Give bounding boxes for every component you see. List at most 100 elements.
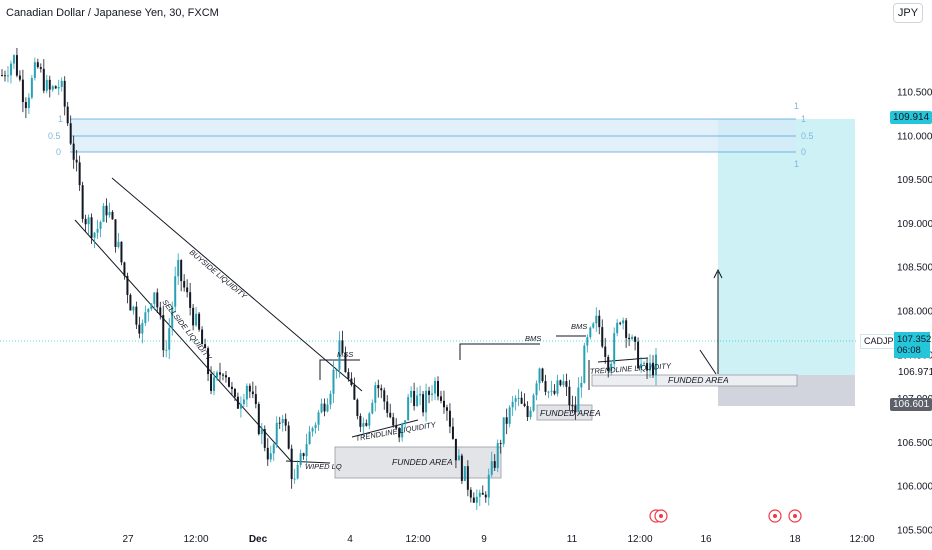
candle-body (66, 106, 69, 124)
candle-body (562, 381, 565, 386)
candle-body (389, 412, 392, 418)
candle-body (442, 400, 445, 408)
candle-body (72, 143, 75, 160)
event-dot-icon (773, 514, 777, 518)
candle-body (216, 372, 219, 378)
candle-body (108, 211, 111, 216)
fib-zone (70, 119, 796, 152)
candle-body (174, 276, 177, 307)
zone-top-price-tag: 109.914 (890, 111, 932, 124)
candle-body (168, 328, 171, 350)
candle-body (505, 417, 508, 424)
candle-body (320, 403, 323, 413)
candle-body (643, 363, 646, 365)
candle-body (189, 292, 192, 308)
candle-body (571, 405, 574, 407)
candle-body (344, 352, 347, 373)
candle-body (60, 80, 63, 87)
candle-body (219, 372, 221, 375)
x-tick-label: 9 (481, 534, 487, 545)
candle-body (213, 377, 216, 391)
candle-body (195, 313, 198, 326)
candle-body (254, 394, 257, 405)
candle-body (93, 232, 96, 238)
trendline-label-2: TRENDLINE LIQUIDITY (590, 361, 673, 376)
candle-body (180, 260, 183, 282)
y-axis[interactable]: 105.500106.000106.500107.000107.500108.0… (897, 88, 932, 537)
candle-body (90, 217, 93, 238)
candle-body (341, 340, 344, 353)
candle-body (102, 205, 105, 222)
candle-body (51, 86, 54, 90)
candle-body (622, 320, 625, 324)
candle-body (338, 340, 341, 370)
candle-body (472, 497, 475, 503)
candle-body (628, 337, 631, 340)
candle-body (144, 312, 147, 324)
candle-body (419, 394, 422, 396)
candle-body (275, 422, 278, 445)
fib-label-1-right: 1 (801, 114, 806, 124)
fib-label-0-right: 0 (801, 147, 806, 157)
candle-body (377, 385, 380, 389)
candle-body (583, 345, 586, 383)
y-tick-label: 110.000 (897, 131, 932, 142)
candle-body (356, 399, 359, 416)
candle-body (248, 385, 251, 392)
fib-label-05-left: 0.5 (48, 131, 61, 141)
candle-body (350, 378, 353, 385)
candle-body (484, 494, 487, 498)
candle-body (332, 369, 335, 394)
event-icons[interactable] (649, 509, 802, 523)
x-tick-label: 12:00 (627, 534, 652, 545)
last-price-value: 107.352 (897, 334, 932, 345)
candle-body (287, 425, 290, 449)
candle-body (535, 383, 538, 396)
candle-body (541, 368, 544, 382)
x-tick-label: 4 (347, 534, 353, 545)
y-tick-label: 108.500 (897, 263, 932, 274)
candle-body (305, 444, 308, 457)
candle-body (416, 395, 419, 406)
candle-body (517, 397, 520, 399)
candle-body (463, 466, 466, 481)
candle-body (646, 363, 649, 371)
candle-body (207, 348, 210, 375)
y-tick-label: 110.500 (897, 88, 932, 99)
candle-body (84, 218, 87, 225)
candle-body (54, 86, 57, 89)
candle-body (15, 55, 18, 76)
bms-label-1: BMS (525, 334, 541, 343)
candle-body (296, 464, 299, 479)
candle-body (290, 448, 293, 480)
candle-body (601, 327, 604, 347)
event-dot-icon (793, 514, 797, 518)
candle-body (171, 306, 174, 329)
candle-body (230, 386, 233, 389)
candle-body (18, 75, 21, 80)
buyside-label: BUYSIDE LIQUIDITY (188, 248, 249, 302)
candle-body (634, 336, 637, 342)
x-axis[interactable]: 25 27 12:00 Dec 4 12:00 9 11 12:00 16 18 12:00 (32, 534, 875, 545)
candle-body (36, 62, 39, 68)
candle-body (156, 292, 159, 308)
candle-body (547, 391, 550, 393)
candle-body (410, 390, 413, 398)
candle-body (132, 306, 135, 311)
candle-body (183, 281, 186, 288)
candle-body (451, 426, 454, 439)
candle-body (353, 384, 356, 400)
candle-body (422, 394, 425, 413)
currency-button[interactable]: JPY (893, 3, 923, 23)
candle-body (604, 346, 607, 357)
candle-body (3, 75, 6, 77)
candle-body (526, 405, 529, 418)
candle-body (335, 369, 338, 371)
candle-body (138, 324, 141, 334)
candle-body (556, 380, 559, 394)
candle-body (24, 101, 27, 109)
y-tick-label: 105.500 (897, 525, 932, 536)
funded-label-1: FUNDED AREA (392, 457, 453, 467)
candle-body (553, 390, 556, 394)
